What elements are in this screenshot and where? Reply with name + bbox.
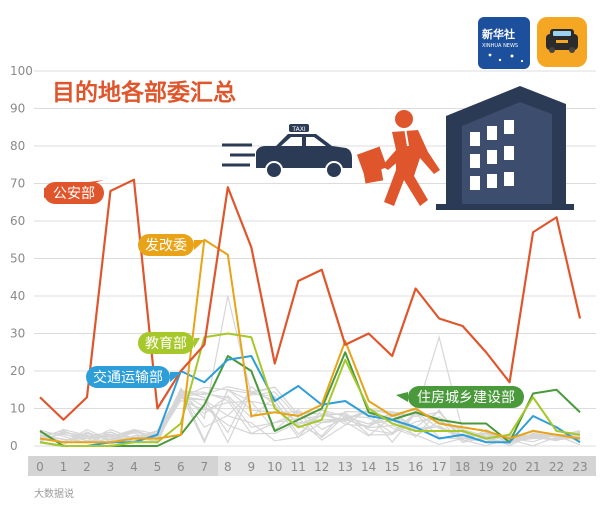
- series-line: [39, 238, 581, 444]
- x-tick-label: 18: [455, 460, 470, 474]
- x-tick-label: 19: [478, 460, 493, 474]
- x-axis-band-highlight-early: [28, 456, 218, 476]
- series-label: 住房城乡建设部: [396, 386, 524, 408]
- x-tick-label: 17: [431, 460, 446, 474]
- x-tick-label: 14: [361, 460, 376, 474]
- svg-text:发改委: 发改委: [145, 238, 187, 254]
- background-series-line: [39, 386, 581, 447]
- taxi-app-icon: [537, 17, 587, 67]
- x-tick-label: 8: [224, 460, 232, 474]
- x-tick-label: 5: [154, 460, 162, 474]
- office-building-icon: [436, 86, 574, 210]
- y-tick-label: 10: [10, 402, 25, 416]
- x-axis-ticks: 0 1 2 3 4 5 6 7 8 9 10 11 12 13 14 15 16 17 18 19 20 21 22 23: [36, 460, 587, 474]
- series-line: [39, 332, 581, 447]
- x-tick-label: 15: [385, 460, 400, 474]
- y-tick-label: 80: [10, 139, 25, 153]
- xinhua-logo-text: 新华社: [482, 27, 515, 41]
- x-tick-label: 1: [60, 460, 68, 474]
- x-axis-band-highlight-late: [450, 456, 596, 476]
- svg-text:教育部: 教育部: [145, 336, 187, 352]
- x-tick-label: 7: [201, 460, 209, 474]
- x-tick-label: 6: [177, 460, 185, 474]
- x-tick-label: 21: [525, 460, 540, 474]
- series-line: [39, 178, 582, 421]
- x-tick-label: 3: [107, 460, 115, 474]
- series-label: 发改委: [138, 234, 205, 256]
- x-tick-label: 22: [549, 460, 564, 474]
- x-tick-label: 12: [314, 460, 329, 474]
- chart-title: 目的地各部委汇总: [52, 79, 236, 106]
- svg-text:住房城乡建设部: 住房城乡建设部: [417, 390, 515, 406]
- series-label: 交通运输部: [86, 366, 182, 388]
- x-tick-label: 23: [572, 460, 587, 474]
- taxi-sign-text: TAXI: [291, 126, 305, 133]
- x-tick-label: 11: [291, 460, 306, 474]
- y-tick-label: 60: [10, 214, 25, 228]
- x-tick-label: 13: [338, 460, 353, 474]
- y-tick-label: 100: [10, 64, 33, 78]
- y-tick-label: 50: [10, 252, 25, 266]
- xinhua-logo: 新华社 XINHUA NEWS: [478, 17, 530, 69]
- y-tick-label: 70: [10, 177, 25, 191]
- taxi-car-icon: TAXI: [222, 124, 352, 179]
- svg-text:交通运输部: 交通运输部: [93, 369, 163, 386]
- y-tick-label: 30: [10, 327, 25, 341]
- x-tick-label: 9: [247, 460, 255, 474]
- background-series-line: [39, 397, 581, 447]
- watermark: 大数据说: [34, 487, 74, 500]
- svg-text:公安部: 公安部: [53, 186, 95, 202]
- x-tick-label: 20: [502, 460, 517, 474]
- series-label: 公安部: [44, 180, 104, 204]
- series-lines: [39, 178, 582, 447]
- x-tick-label: 0: [36, 460, 44, 474]
- x-tick-label: 2: [83, 460, 91, 474]
- y-tick-label: 0: [10, 439, 18, 453]
- y-tick-label: 40: [10, 289, 25, 303]
- x-tick-label: 10: [267, 460, 282, 474]
- xinhua-logo-subtext: XINHUA NEWS: [482, 43, 518, 49]
- series-line: [39, 351, 581, 447]
- x-tick-label: 4: [130, 460, 138, 474]
- y-tick-label: 90: [10, 102, 25, 116]
- y-tick-label: 20: [10, 364, 25, 378]
- running-man-icon: [356, 110, 440, 206]
- x-tick-label: 16: [408, 460, 423, 474]
- y-axis-ticks: 0 10 20 30 40 50 60 70 80 90 100: [10, 64, 33, 453]
- series-label: 教育部: [138, 332, 200, 354]
